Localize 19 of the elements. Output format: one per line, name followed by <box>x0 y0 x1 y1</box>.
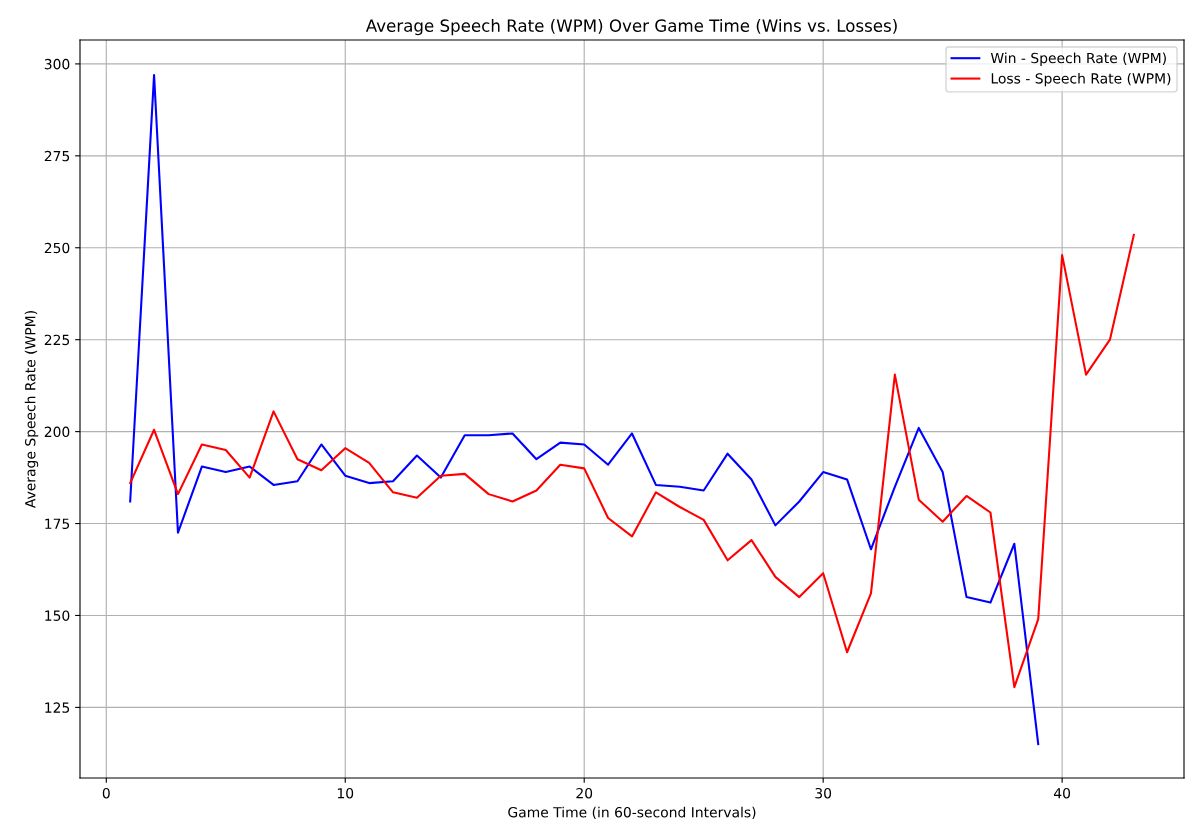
y-tick-label: 300 <box>44 58 70 70</box>
y-axis-title: Average Speech Rate (WPM) <box>24 311 39 508</box>
x-tick-label: 20 <box>576 787 593 799</box>
legend-label: Win - Speech Rate (WPM) <box>990 52 1166 66</box>
x-axis-title: Game Time (in 60-second Intervals) <box>508 806 756 820</box>
x-tick-label: 10 <box>337 787 354 799</box>
y-tick-label: 150 <box>45 610 70 621</box>
line-series <box>129 233 1135 689</box>
y-tick-label: 225 <box>44 334 70 346</box>
x-tick-label: 30 <box>815 787 832 799</box>
y-tick-label: 250 <box>44 242 70 254</box>
legend-label: Loss - Speech Rate (WPM) <box>991 72 1171 87</box>
x-tick-label: 0 <box>102 787 110 799</box>
y-tick-label: 125 <box>45 702 70 713</box>
chart-title: Average Speech Rate (WPM) Over Game Time (Wins vs. Losses) <box>365 19 897 36</box>
y-tick-label: 275 <box>44 150 70 162</box>
y-tick-label: 200 <box>44 426 70 438</box>
y-tick-label: 175 <box>45 518 70 530</box>
x-tick-label: 40 <box>1053 787 1071 799</box>
